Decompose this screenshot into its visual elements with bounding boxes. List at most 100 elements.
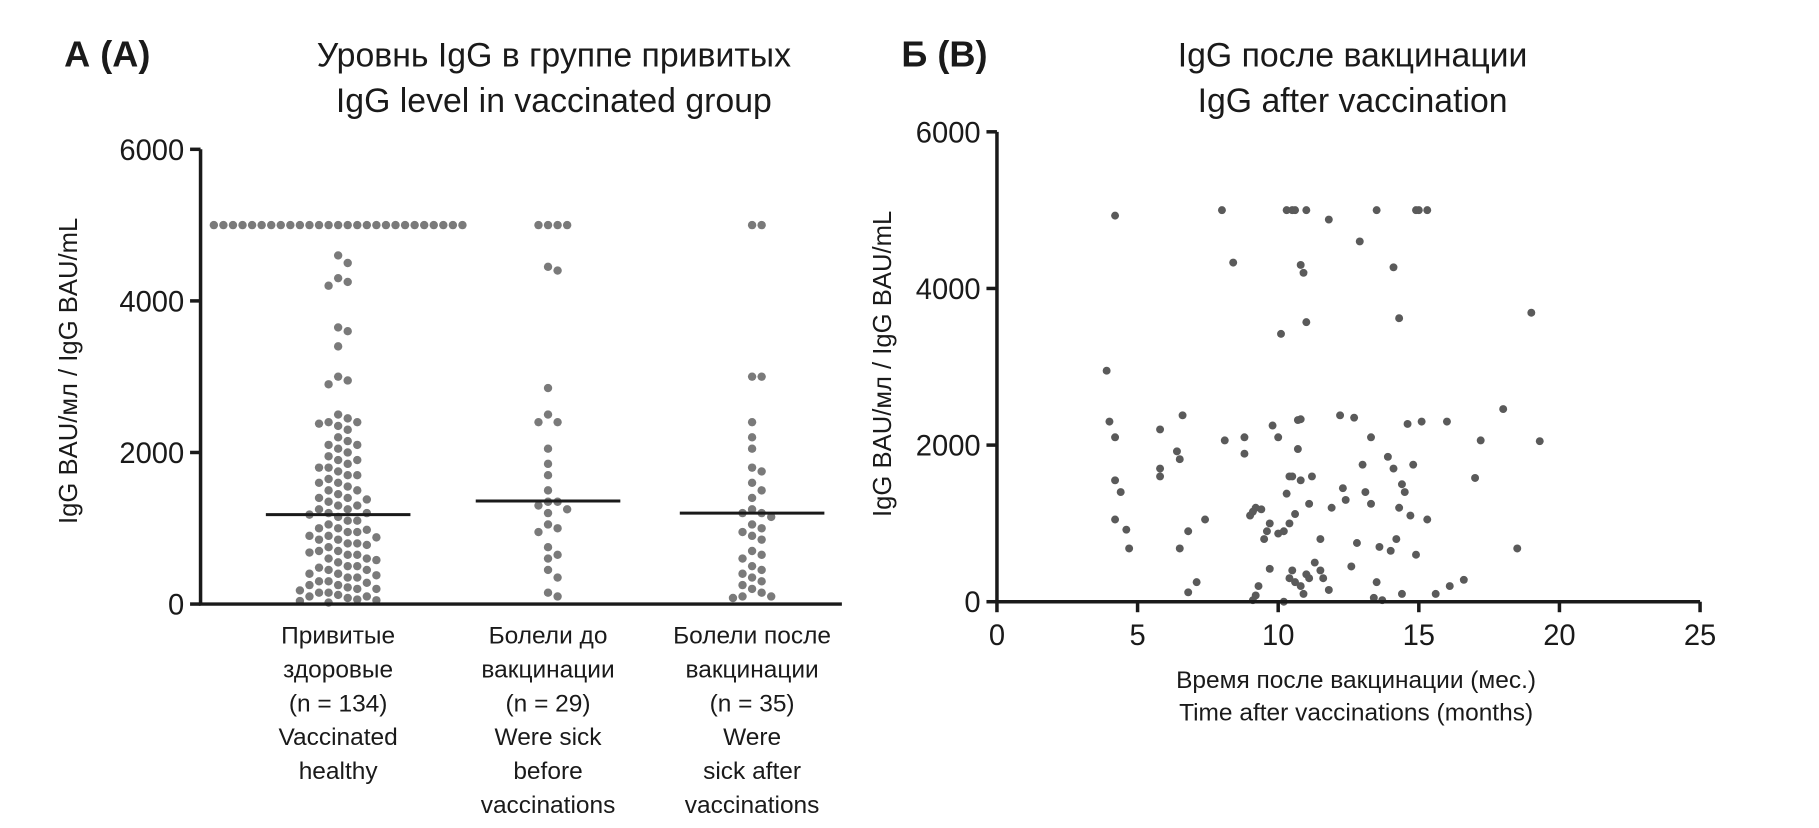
data-point	[1476, 436, 1485, 445]
data-point	[1471, 474, 1480, 482]
data-point	[324, 452, 333, 461]
data-point	[314, 524, 324, 533]
data-point	[343, 561, 352, 571]
data-point	[448, 220, 458, 230]
data-point	[1291, 510, 1300, 518]
data-point	[1369, 593, 1378, 602]
data-point	[1395, 503, 1404, 512]
data-point	[1156, 425, 1165, 434]
data-point	[1423, 206, 1432, 215]
data-point	[534, 220, 543, 230]
data-point	[1260, 535, 1269, 544]
data-point	[1459, 575, 1468, 584]
panel-b: Б (B) IgG после вакцинации IgG after vac…	[869, 34, 1716, 727]
data-point	[553, 524, 562, 533]
data-point	[343, 493, 352, 503]
data-point	[1397, 589, 1406, 598]
data-point	[1375, 542, 1384, 551]
data-point	[1431, 589, 1440, 598]
data-point	[1288, 472, 1297, 481]
data-point	[757, 565, 766, 575]
data-point	[1355, 237, 1364, 246]
data-point	[1389, 263, 1398, 272]
panel-a: А (A) Уровнь IgG в группе привитых IgG l…	[55, 34, 842, 819]
panel-a-axes	[198, 149, 842, 606]
data-point	[1417, 417, 1426, 426]
data-point	[543, 410, 553, 419]
data-point	[1184, 588, 1193, 597]
data-point	[1358, 460, 1367, 469]
data-point	[333, 323, 343, 332]
data-point	[343, 327, 352, 336]
data-point	[276, 220, 285, 230]
data-point	[1319, 574, 1328, 583]
x-tick-label: 10	[1262, 620, 1294, 652]
data-point	[1372, 206, 1381, 215]
data-point	[1274, 433, 1283, 442]
data-point	[543, 262, 553, 271]
data-point	[305, 548, 314, 557]
data-point	[553, 592, 562, 601]
panel-a-label: А (A)	[64, 34, 150, 75]
x-tick-label: 0	[989, 620, 1005, 652]
data-point	[1347, 562, 1356, 571]
data-point	[1442, 417, 1451, 426]
data-point	[1268, 421, 1277, 430]
category-label-line: vaccinations	[481, 792, 616, 819]
data-point	[1386, 546, 1395, 555]
data-point	[333, 273, 343, 283]
data-point	[747, 493, 757, 503]
data-point	[305, 592, 314, 601]
data-point	[1285, 574, 1294, 583]
data-point	[1282, 489, 1291, 498]
data-point	[295, 220, 305, 230]
data-point	[1246, 511, 1255, 520]
data-point	[353, 595, 362, 604]
data-point	[747, 573, 757, 582]
data-point	[1288, 566, 1297, 575]
data-point	[362, 525, 372, 534]
data-point	[1125, 544, 1134, 553]
data-point	[314, 463, 324, 472]
data-point	[757, 550, 766, 559]
data-point	[1350, 413, 1359, 422]
data-point	[324, 281, 333, 290]
data-point	[362, 220, 372, 230]
data-point	[1175, 544, 1184, 553]
data-point	[747, 433, 757, 442]
data-point	[429, 220, 438, 230]
data-point	[410, 220, 419, 230]
data-point	[1156, 472, 1165, 481]
data-point	[305, 531, 314, 541]
data-point	[381, 220, 391, 230]
data-point	[1352, 539, 1361, 547]
data-point	[333, 372, 343, 381]
data-point	[543, 554, 553, 563]
panel-b-title-ru: IgG после вакцинации	[1178, 37, 1528, 75]
panel-b-ticks: 0 2000 4000 6000 0 5 10 15 20 25	[916, 117, 1716, 652]
data-point	[439, 220, 448, 230]
y-tick-label: 0	[168, 590, 184, 622]
data-point	[1296, 260, 1305, 269]
panel-b-axes	[995, 131, 1701, 604]
data-point	[1184, 527, 1193, 536]
data-point	[757, 524, 766, 533]
data-point	[1302, 206, 1311, 215]
data-point	[738, 569, 747, 578]
data-point	[458, 220, 467, 230]
data-point	[1201, 515, 1210, 524]
data-point	[333, 569, 343, 578]
data-point	[1361, 488, 1370, 497]
data-point	[333, 220, 343, 230]
data-point	[333, 558, 343, 567]
data-point	[747, 546, 757, 556]
data-point	[343, 425, 352, 434]
panel-a-medians	[265, 499, 825, 517]
data-point	[324, 577, 333, 586]
data-point	[353, 584, 362, 594]
data-point	[353, 527, 362, 537]
data-point	[1257, 505, 1266, 514]
data-point	[314, 546, 324, 556]
data-point	[543, 565, 553, 575]
data-point	[333, 467, 343, 476]
